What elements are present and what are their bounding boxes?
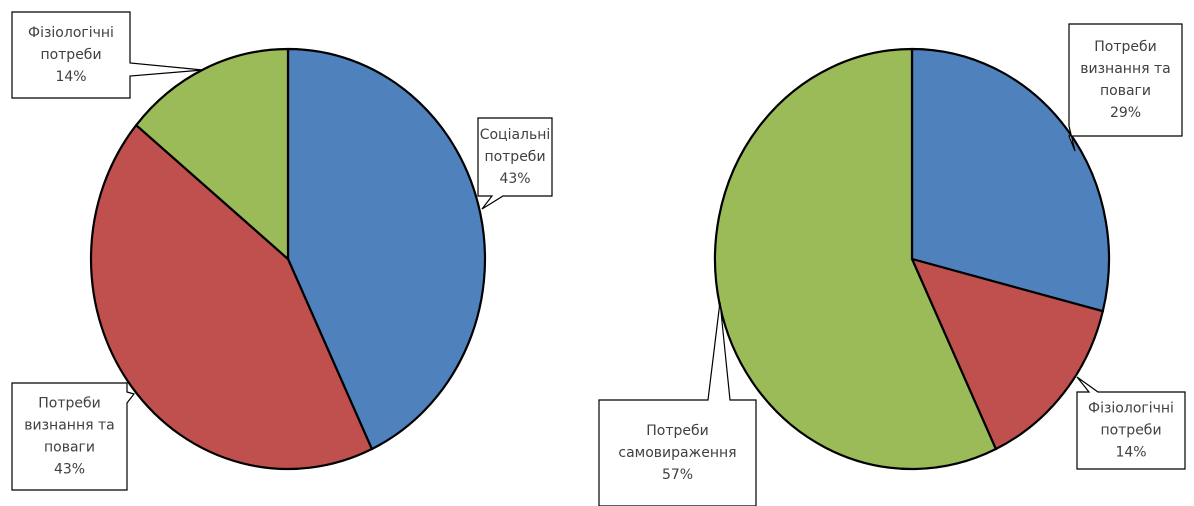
pie-right-callout-1: Фізіологічні потреби 14% xyxy=(1077,377,1185,469)
pie-left-slice-0-label-line-0: Соціальні xyxy=(480,127,551,143)
pie-right-slice-1-label-line-0: Фізіологічні xyxy=(1088,401,1174,417)
pie-right-slice-0-label-line-3: 29% xyxy=(1110,105,1141,121)
pie-right-slice-2-label-line-0: Потреби xyxy=(646,423,708,439)
pie-left-slice-1-label-line-1: визнання та xyxy=(24,418,114,434)
pie-right-callout-0: Потреби визнання та поваги 29% xyxy=(1069,24,1182,151)
pie-right-slice-1-label-line-1: потреби xyxy=(1100,423,1161,439)
pie-left-slice-0-label-line-2: 43% xyxy=(499,171,530,187)
pie-left-slice-2-label-line-0: Фізіологічні xyxy=(28,25,114,41)
pie-right-slice-2-label-line-1: самовираження xyxy=(618,445,736,461)
pie-right-slice-2-label-line-2: 57% xyxy=(662,467,693,483)
pie-left-callout-1: Потреби визнання та поваги 43% xyxy=(12,383,134,490)
pie-left-slice-2-label-line-2: 14% xyxy=(55,69,86,85)
pie-left-callout-0: Соціальні потреби 43% xyxy=(478,118,552,209)
pie-left-slice-1-label-line-0: Потреби xyxy=(38,396,100,412)
pie-left-slice-2-label-line-1: потреби xyxy=(40,47,101,63)
pie-right-slice-0-label-line-2: поваги xyxy=(1100,83,1151,99)
pie-chart-right: Потреби визнання та поваги 29% Фізіологічні п… xyxy=(599,24,1185,506)
pie-right-slice-0-label-line-1: визнання та xyxy=(1080,61,1170,77)
pie-left-callout-2: Фізіологічні потреби 14% xyxy=(12,12,203,98)
pie-right-slice-1-label-line-2: 14% xyxy=(1115,445,1146,461)
pie-left-slice-0-label-line-1: потреби xyxy=(484,149,545,165)
pie-left-slice-1-label-line-3: 43% xyxy=(54,462,85,478)
pie-right-slice-0-label-line-0: Потреби xyxy=(1094,39,1156,55)
pie-left-slice-1-label-line-2: поваги xyxy=(44,440,95,456)
pie-chart-left: Соціальні потреби 43% Потреби визнання та пов… xyxy=(12,12,552,490)
